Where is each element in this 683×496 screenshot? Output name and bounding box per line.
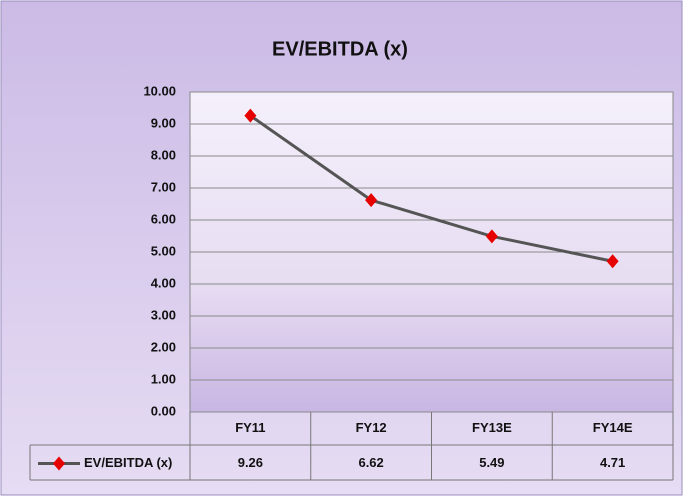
marker bbox=[365, 193, 378, 208]
marker bbox=[485, 229, 498, 244]
x-tick-label: FY11 bbox=[235, 420, 265, 435]
table-value: 6.62 bbox=[358, 455, 383, 470]
x-tick-label: FY14E bbox=[593, 420, 633, 435]
y-tick-label: 1.00 bbox=[151, 371, 176, 386]
marker bbox=[244, 108, 257, 123]
legend-label: EV/EBITDA (x) bbox=[84, 455, 172, 470]
y-tick-label: 0.00 bbox=[151, 403, 176, 418]
data-line bbox=[249, 114, 613, 263]
y-tick-label: 2.00 bbox=[151, 339, 176, 354]
y-tick-label: 4.00 bbox=[151, 275, 176, 290]
y-tick-label: 6.00 bbox=[151, 211, 176, 226]
y-tick-label: 9.00 bbox=[151, 115, 176, 130]
table-value: 4.71 bbox=[600, 455, 625, 470]
marker bbox=[53, 456, 65, 471]
y-tick-label: 3.00 bbox=[151, 307, 176, 322]
y-tick-label: 5.00 bbox=[151, 243, 176, 258]
marker bbox=[606, 254, 619, 269]
chart-title: EV/EBITDA (x) bbox=[272, 38, 408, 60]
table-value: 5.49 bbox=[479, 455, 504, 470]
y-tick-label: 10.00 bbox=[143, 83, 176, 98]
table-value: 9.26 bbox=[238, 455, 263, 470]
y-tick-label: 8.00 bbox=[151, 147, 176, 162]
y-tick-label: 7.00 bbox=[151, 179, 176, 194]
x-tick-label: FY12 bbox=[356, 420, 387, 435]
x-tick-label: FY13E bbox=[472, 420, 512, 435]
